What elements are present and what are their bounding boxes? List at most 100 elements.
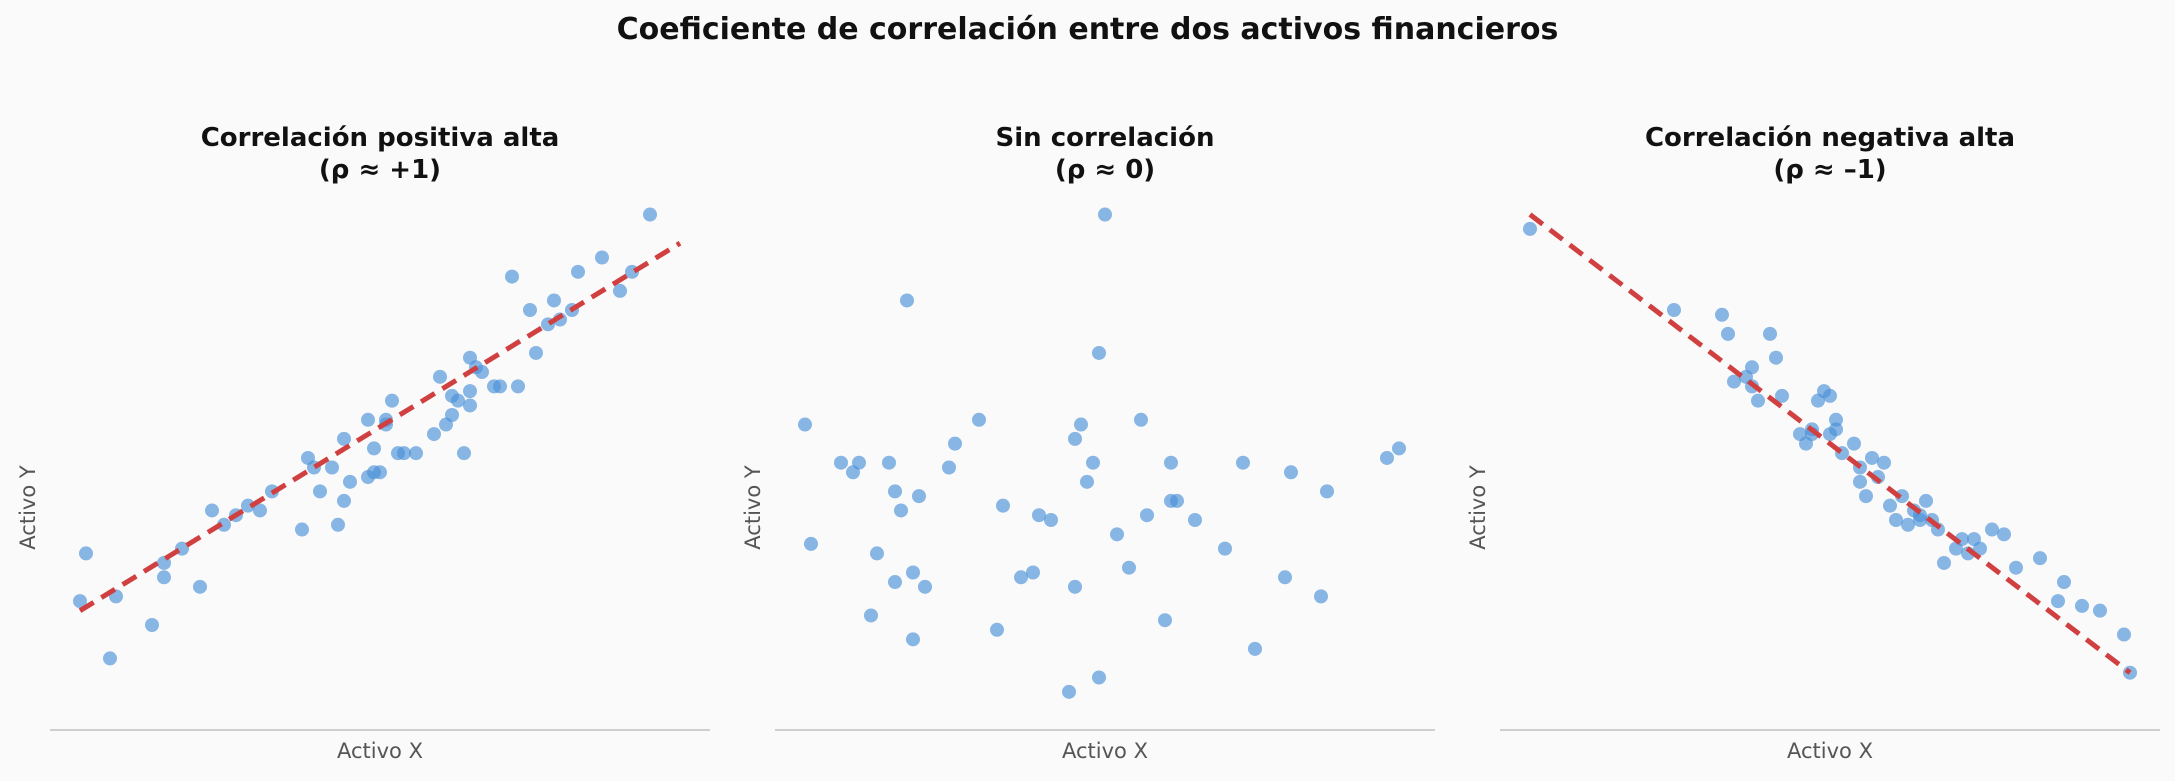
- data-point: [834, 455, 848, 470]
- data-point: [343, 474, 357, 489]
- data-point: [2009, 560, 2023, 575]
- data-point: [1895, 489, 1909, 504]
- data-point: [523, 303, 537, 317]
- data-point: [337, 431, 351, 446]
- data-point: [373, 465, 387, 480]
- y-axis-label: Activo Y: [741, 465, 765, 550]
- data-point: [613, 283, 627, 298]
- data-point: [972, 412, 986, 427]
- data-point: [1092, 345, 1106, 360]
- data-point: [241, 498, 255, 513]
- data-point: [804, 536, 818, 551]
- data-point: [1314, 589, 1328, 604]
- data-point: [1829, 422, 1843, 437]
- data-point: [1667, 303, 1681, 317]
- data-point: [1080, 474, 1094, 489]
- data-point: [1889, 513, 1903, 527]
- panel-title-positive-line-0: Correlación positiva alta: [201, 123, 560, 153]
- data-point: [1727, 374, 1741, 389]
- data-point: [313, 484, 327, 499]
- data-point: [529, 345, 543, 360]
- data-point: [1044, 513, 1058, 527]
- data-point: [1823, 388, 1837, 403]
- data-point: [1853, 474, 1867, 489]
- data-point: [2093, 603, 2107, 618]
- data-point: [1919, 493, 1933, 508]
- data-point: [1320, 484, 1334, 499]
- data-point: [397, 446, 411, 461]
- data-point: [1392, 441, 1406, 456]
- data-point: [1859, 489, 1873, 504]
- data-point: [457, 446, 471, 461]
- y-axis-label: Activo Y: [1466, 465, 1490, 550]
- data-point: [1140, 508, 1154, 523]
- data-point: [367, 441, 381, 456]
- data-point: [888, 484, 902, 499]
- data-point: [1745, 360, 1759, 375]
- data-point: [1769, 350, 1783, 365]
- data-point: [1865, 450, 1879, 465]
- data-point: [1062, 684, 1076, 699]
- data-point: [445, 408, 459, 422]
- panel-title-negative-line-0: Correlación negativa alta: [1645, 123, 2015, 153]
- data-point: [1158, 613, 1172, 628]
- data-point: [643, 207, 657, 222]
- data-point: [882, 455, 896, 470]
- data-point: [427, 427, 441, 442]
- data-point: [2075, 598, 2089, 613]
- data-point: [1110, 527, 1124, 542]
- data-point: [1248, 641, 1262, 656]
- data-point: [1026, 565, 1040, 580]
- data-point: [1074, 417, 1088, 432]
- panel-title-none-line-1: (ρ ≈ 0): [1055, 155, 1155, 185]
- data-point: [337, 493, 351, 508]
- data-point: [433, 369, 447, 384]
- data-point: [571, 264, 585, 279]
- data-point: [1997, 527, 2011, 542]
- data-point: [996, 498, 1010, 513]
- data-point: [1014, 570, 1028, 585]
- data-point: [2117, 627, 2131, 642]
- x-axis-label: Activo X: [1787, 739, 1873, 763]
- data-point: [331, 517, 345, 532]
- data-point: [1523, 221, 1537, 236]
- data-point: [157, 570, 171, 585]
- data-point: [295, 522, 309, 537]
- data-point: [1284, 465, 1298, 480]
- data-point: [1847, 436, 1861, 451]
- data-point: [145, 618, 159, 632]
- data-point: [1218, 541, 1232, 556]
- data-point: [1937, 555, 1951, 570]
- data-point: [451, 393, 465, 408]
- x-axis-label: Activo X: [1062, 739, 1148, 763]
- data-point: [1877, 455, 1891, 470]
- x-axis-label: Activo X: [337, 739, 423, 763]
- data-point: [79, 546, 93, 561]
- data-point: [511, 379, 525, 394]
- data-point: [595, 250, 609, 265]
- data-point: [1122, 560, 1136, 575]
- data-point: [193, 579, 207, 594]
- panel-title-none-line-0: Sin correlación: [996, 123, 1215, 153]
- data-point: [2057, 575, 2071, 590]
- data-point: [1883, 498, 1897, 513]
- data-point: [1775, 388, 1789, 403]
- data-point: [864, 608, 878, 623]
- data-point: [1763, 326, 1777, 341]
- data-point: [798, 417, 812, 432]
- chart-suptitle: Coeficiente de correlación entre dos act…: [616, 12, 1559, 47]
- data-point: [2051, 594, 2065, 609]
- scatter-panel-positive: Correlación positiva alta(ρ ≈ +1) Activo …: [16, 123, 710, 763]
- data-point: [1098, 207, 1112, 222]
- y-axis-label: Activo Y: [16, 465, 40, 550]
- data-point: [73, 594, 87, 609]
- data-point: [918, 579, 932, 594]
- trend-line: [1528, 212, 2132, 675]
- data-point: [385, 393, 399, 408]
- data-point: [217, 517, 231, 532]
- scatter-panel-negative: Correlación negativa alta(ρ ≈ –1) Activo …: [1466, 123, 2160, 763]
- data-point: [361, 412, 375, 427]
- data-point: [1985, 522, 1999, 537]
- scatter-panel-none: Sin correlación(ρ ≈ 0) Activo X Activo Y: [741, 123, 1435, 763]
- data-point: [900, 293, 914, 308]
